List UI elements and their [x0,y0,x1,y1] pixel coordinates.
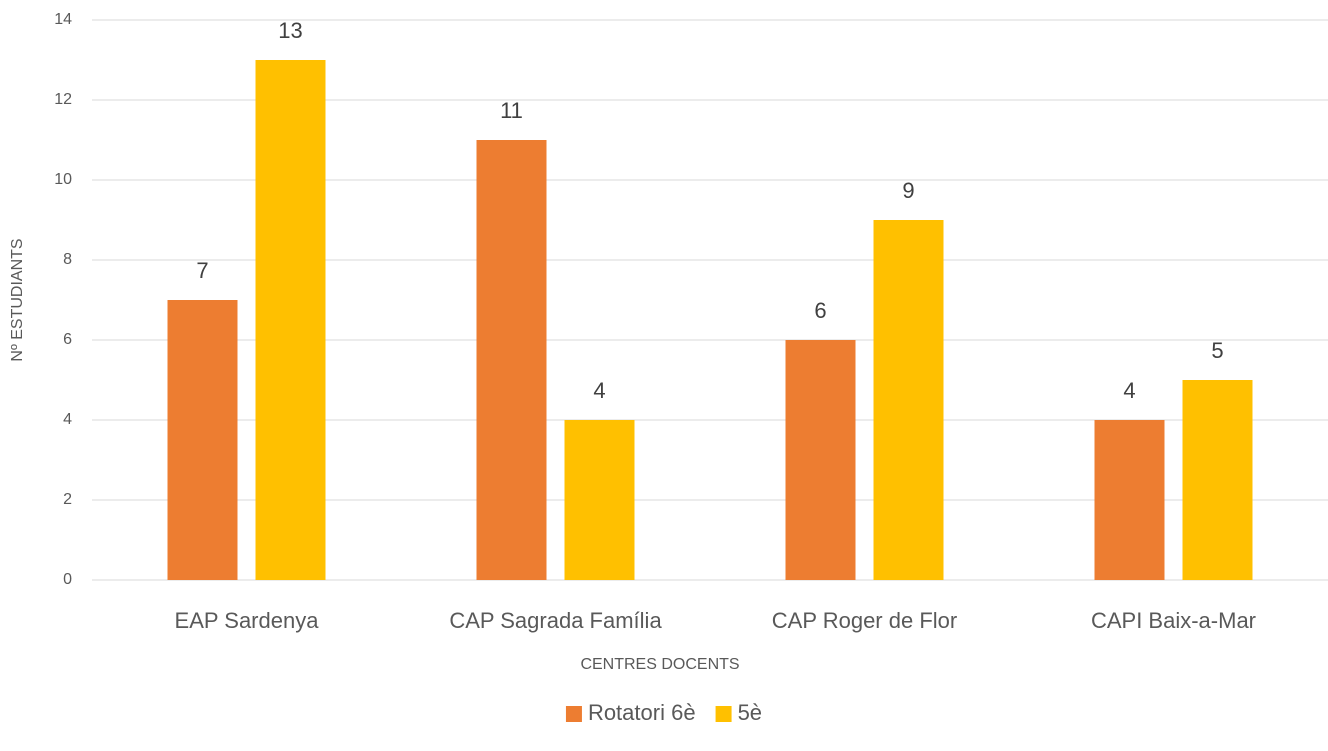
bar [255,60,326,580]
data-label: 7 [196,258,208,283]
legend-swatch [715,706,732,722]
y-tick-label: 2 [63,491,72,508]
data-label: 11 [500,98,523,123]
y-tick-label: 12 [54,91,72,108]
data-label: 6 [814,298,826,323]
y-tick-label: 8 [63,251,72,268]
bar [167,300,238,580]
data-label: 13 [278,18,302,43]
data-label: 9 [902,178,914,203]
y-tick-label: 10 [54,171,72,188]
x-tick-label: CAPI Baix-a-Mar [1091,608,1256,633]
x-tick-label: EAP Sardenya [175,608,320,633]
x-tick-label: CAP Roger de Flor [772,608,957,633]
bar [873,220,944,580]
bar [564,420,635,580]
y-axis-title: Nº ESTUDIANTS [9,238,26,361]
bar [1094,420,1165,580]
legend-label: 5è [738,700,762,725]
legend-label: Rotatori 6è [588,700,696,725]
y-tick-label: 6 [63,331,72,348]
x-axis-title: CENTRES DOCENTS [580,656,739,673]
bar [785,340,856,580]
y-tick-label: 0 [63,571,72,588]
data-label: 4 [593,378,605,403]
bar [476,140,547,580]
legend-swatch [565,706,582,722]
data-label: 4 [1123,378,1135,403]
data-label: 5 [1211,338,1223,363]
bar [1182,380,1253,580]
y-tick-label: 4 [63,411,72,428]
y-tick-label: 14 [54,11,72,28]
x-tick-label: CAP Sagrada Família [449,608,662,633]
